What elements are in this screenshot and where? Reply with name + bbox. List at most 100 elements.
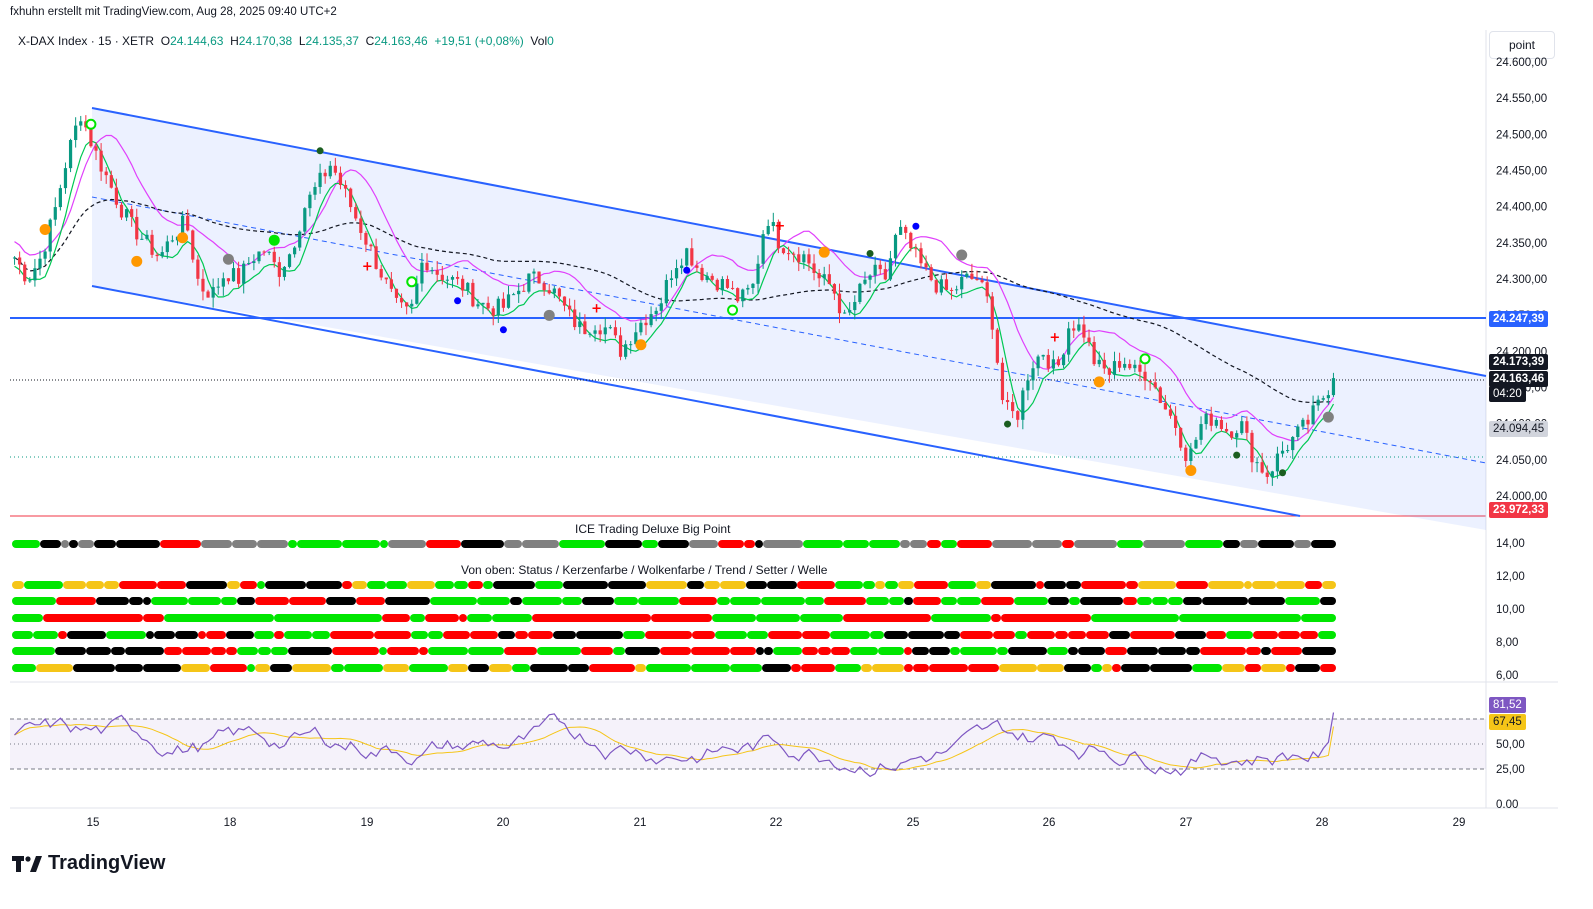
candle-body [1184, 447, 1188, 461]
candle-body [94, 146, 98, 151]
candle-body [354, 207, 358, 219]
indicator-segment [1062, 540, 1074, 548]
indicator-segment [763, 540, 803, 548]
candle-body [369, 244, 373, 247]
candle-body [975, 278, 979, 281]
candle-body [644, 322, 648, 326]
candle-body [1230, 431, 1234, 438]
indicator-segment [468, 581, 483, 589]
indicator-segment [1158, 647, 1186, 655]
signal-dot [1279, 469, 1287, 477]
candle-body [364, 232, 368, 245]
candle-body [1224, 428, 1229, 432]
indicator-axis-label: 12,00 [1496, 571, 1525, 583]
signal-ring [727, 304, 739, 316]
indicator-segment [407, 581, 435, 589]
candle-body [517, 290, 521, 295]
indicator-segment [461, 540, 504, 548]
indicator-segment [830, 631, 870, 639]
indicator-segment [744, 540, 755, 548]
candle-body [18, 257, 22, 265]
indicator-segment [157, 581, 186, 589]
indicator-segment [1192, 664, 1222, 672]
candle-body [955, 289, 959, 291]
candles-layer [12, 115, 1336, 486]
indicator-segment [1208, 581, 1244, 589]
indicator-segment [288, 540, 297, 548]
candle-body [486, 302, 490, 309]
indicator-segment [498, 631, 515, 639]
candle-body [420, 262, 424, 284]
candle-body [904, 226, 908, 233]
indicator-segment [801, 664, 835, 672]
candle-body [501, 298, 506, 308]
indicator-segment [342, 540, 380, 548]
indicator-segment [756, 614, 800, 622]
indicator-segment [1117, 540, 1143, 548]
indicator-segment [850, 647, 878, 655]
candle-body [293, 247, 297, 255]
indicator-segment [535, 581, 563, 589]
indicator-segment [255, 597, 289, 605]
indicator-segment [957, 540, 992, 548]
candle-body [603, 327, 607, 335]
candle-body [145, 234, 149, 239]
candle-body [349, 188, 353, 208]
candle-body [201, 278, 205, 292]
indicator-segment [1015, 631, 1027, 639]
indicator-segment [861, 664, 872, 672]
candle-body [53, 207, 57, 220]
indicator-segment [960, 631, 993, 639]
candle-body [109, 175, 113, 188]
indicator-segment [274, 631, 284, 639]
candle-body [837, 293, 842, 314]
indicator-segment [1091, 664, 1102, 672]
indicator-segment [288, 647, 332, 655]
price-axis-label: 24.500,00 [1496, 129, 1547, 141]
candle-body [786, 253, 791, 255]
candle-body [654, 310, 658, 315]
indicator-segment [642, 540, 658, 548]
candle-body [165, 241, 169, 253]
candle-body [736, 288, 740, 302]
indicator-segment [747, 631, 768, 639]
indicator-segment [689, 540, 718, 548]
price-unit-button[interactable]: point [1489, 31, 1555, 59]
candle-body [715, 279, 719, 291]
indicator-segment [1246, 647, 1261, 655]
candle-body [425, 262, 429, 271]
candle-body [1291, 437, 1295, 451]
indicator-segment [638, 597, 679, 605]
indicator-segment [86, 581, 104, 589]
indicator-segment [718, 540, 744, 548]
red-level-tag: 23.972,33 [1489, 502, 1549, 518]
time-axis-label: 19 [361, 817, 374, 829]
tradingview-logo[interactable]: TradingView [12, 852, 165, 875]
indicator-segment [1109, 631, 1130, 639]
indicator-segment [730, 597, 761, 605]
indicator-segment [1066, 581, 1081, 589]
indicator-segment [12, 647, 55, 655]
indicator-segment [211, 647, 226, 655]
candle-body [481, 302, 485, 305]
candle-body [1168, 409, 1173, 416]
indicator-segment [356, 597, 385, 605]
indicator-segment [818, 647, 831, 655]
indicator-segment [1150, 664, 1192, 672]
indicator-segment [468, 664, 489, 672]
candle-body [1255, 462, 1259, 464]
indicator-segment [1226, 631, 1253, 639]
candle-body [725, 279, 730, 288]
signal-dot [177, 232, 189, 244]
indicator-segment [1278, 631, 1300, 639]
indicator-segment [1179, 614, 1301, 622]
candle-body [618, 335, 623, 357]
candle-body [1260, 462, 1264, 473]
indicator-segment [388, 540, 426, 548]
time-axis: 15 18 19 20 21 22 25 26 27 28 29 [87, 817, 1466, 829]
candle-body [608, 327, 612, 329]
time-axis-label: 28 [1316, 817, 1329, 829]
indicator-segment [116, 540, 160, 548]
candle-body [730, 287, 735, 289]
